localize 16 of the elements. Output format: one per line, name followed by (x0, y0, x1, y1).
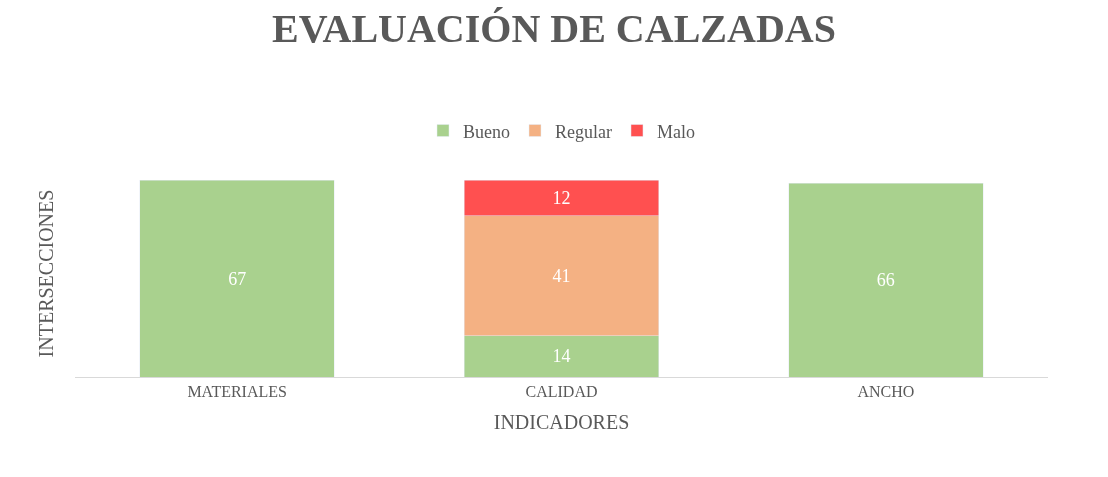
y-axis-title: INTERSECCIONES (34, 189, 57, 358)
bar (788, 183, 984, 377)
x-tick-label: CALIDAD (525, 383, 598, 401)
data-label: 66 (876, 270, 895, 291)
chart-title: EVALUACIÓN DE CALZADAS (272, 6, 836, 52)
legend-label: Malo (656, 121, 695, 142)
x-tick-label: ANCHO (857, 383, 915, 401)
legend-label: Bueno (463, 121, 510, 142)
x-tick-label: MATERIALES (187, 383, 287, 401)
data-label: 67 (228, 268, 247, 289)
data-label: 12 (552, 187, 571, 208)
bar (139, 180, 335, 377)
data-label: 14 (552, 346, 571, 367)
data-label: 41 (552, 265, 571, 286)
x-axis-title: INDICADORES (493, 410, 630, 433)
legend-label: Regular (555, 121, 612, 142)
